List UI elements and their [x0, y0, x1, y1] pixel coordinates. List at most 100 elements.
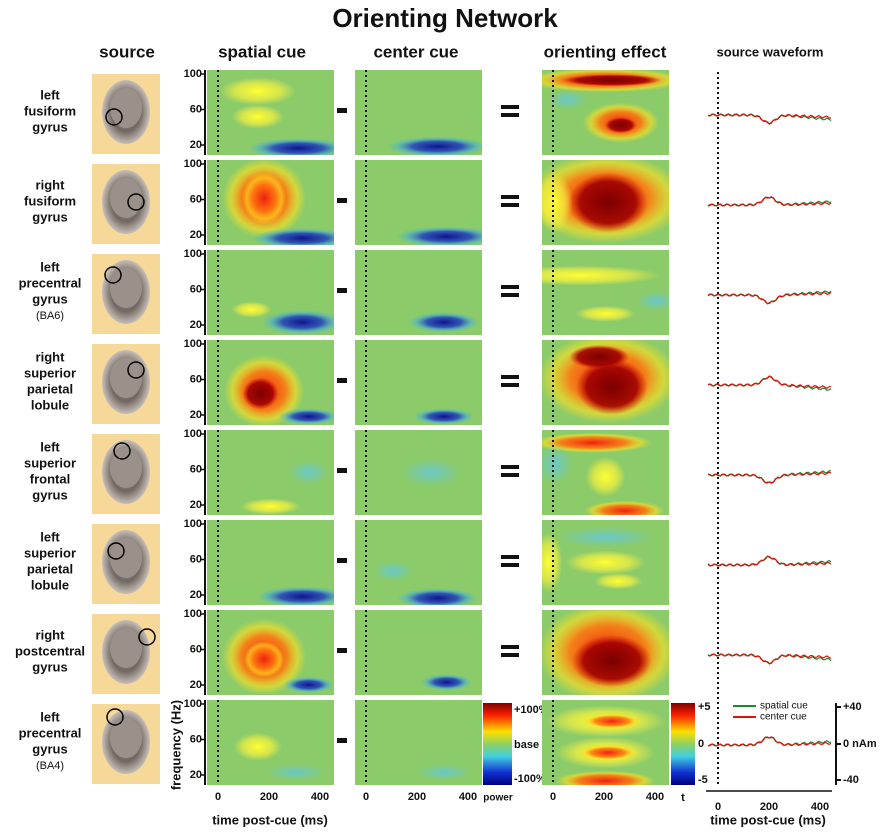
heatmap	[207, 250, 342, 335]
equals-sign	[501, 563, 519, 567]
waveform	[708, 471, 831, 484]
equals-sign	[501, 645, 519, 649]
x-tick-label: 400	[811, 801, 829, 813]
heat-blob	[401, 459, 461, 487]
region-label: superior	[24, 455, 76, 470]
heat-blob	[568, 173, 648, 233]
y-tick-label: 20	[190, 409, 202, 421]
heat-blob	[262, 310, 342, 334]
figure: Orienting Network source spatial cue cen…	[0, 0, 891, 830]
colorbar-title: power	[483, 793, 513, 804]
waveform	[708, 376, 831, 390]
heat-blob	[636, 291, 676, 311]
equals-sign	[501, 293, 519, 297]
region-label: right	[36, 349, 66, 364]
heat-blob	[572, 635, 652, 687]
y-tick-label: 60	[190, 283, 202, 295]
legend-label: spatial cue	[760, 701, 808, 712]
brain-inner	[110, 628, 142, 668]
heatmap	[355, 430, 482, 515]
heatmap	[526, 153, 686, 245]
heatmap	[207, 700, 334, 785]
heatmap	[542, 700, 669, 791]
heatmap	[538, 333, 678, 425]
minus-sign	[337, 648, 347, 653]
heat-blob	[537, 444, 573, 484]
equals-sign	[501, 653, 519, 657]
region-label: left	[40, 529, 60, 544]
region-label: gyrus	[32, 209, 67, 224]
waveform-tick-label: +40	[843, 701, 862, 713]
x-tick-label: 200	[408, 791, 426, 803]
heat-blob	[582, 713, 642, 729]
heatmap	[355, 160, 496, 247]
heat-blob	[556, 527, 656, 547]
equals-sign	[501, 285, 519, 289]
minus-sign	[337, 378, 347, 383]
brain-inner	[110, 88, 142, 128]
title: Orienting Network	[332, 3, 558, 33]
heat-blob	[252, 228, 352, 248]
heat-blob	[398, 588, 478, 608]
region-label: gyrus	[32, 119, 67, 134]
x-tick-label: 200	[760, 801, 778, 813]
region-label: left	[40, 87, 60, 102]
waveform-tick-label: 0 nAm	[843, 738, 877, 750]
equals-sign	[501, 555, 519, 559]
heat-blob	[409, 312, 479, 332]
column-header: orienting effect	[544, 42, 667, 61]
region-label: gyrus	[32, 291, 67, 306]
heat-blob	[234, 733, 282, 761]
heat-blob	[373, 561, 413, 581]
heat-blob	[500, 266, 660, 286]
y-tick-label: 100	[184, 248, 202, 260]
colorbar-label: +5	[698, 701, 711, 713]
equals-sign	[501, 195, 519, 199]
column-header: source	[99, 42, 155, 61]
column-header: center cue	[373, 42, 458, 61]
heatmap	[207, 70, 348, 158]
waveform	[708, 556, 831, 566]
equals-sign	[501, 105, 519, 109]
heat-blob	[576, 306, 636, 322]
waveform-center	[708, 376, 831, 388]
region-label: gyrus	[32, 487, 67, 502]
heatmap	[355, 340, 482, 425]
heat-blob	[605, 117, 637, 133]
region-note: (BA6)	[36, 310, 64, 322]
heat-blob	[578, 745, 638, 761]
x-tick-label: 0	[550, 791, 556, 803]
minus-sign	[337, 468, 347, 473]
heatmap	[207, 430, 334, 515]
y-tick-label: 60	[190, 463, 202, 475]
y-tick-label: 100	[184, 428, 202, 440]
y-tick-label: 60	[190, 373, 202, 385]
heatmap	[207, 340, 339, 427]
region-label: superior	[24, 365, 76, 380]
heat-blob	[396, 227, 496, 247]
heatmap	[207, 610, 334, 695]
waveform-center	[708, 654, 831, 664]
waveform-center	[708, 737, 831, 746]
waveform-tick-label: -40	[843, 774, 859, 786]
brain-inner	[110, 178, 142, 218]
region-label: parietal	[27, 561, 73, 576]
brain-inner	[110, 268, 142, 308]
heat-blob	[220, 77, 296, 105]
heat-blob	[421, 674, 471, 690]
equals-sign	[501, 465, 519, 469]
x-tick-label: 400	[311, 791, 329, 803]
waveform	[708, 291, 831, 304]
x-tick-label: 0	[363, 791, 369, 803]
x-tick-label: 200	[595, 791, 613, 803]
y-tick-label: 20	[190, 589, 202, 601]
waveform	[708, 737, 831, 746]
y-tick-label: 100	[184, 158, 202, 170]
heatmap	[355, 70, 488, 157]
heatmap	[526, 68, 686, 155]
heat-blob	[416, 764, 472, 780]
heatmap	[538, 603, 678, 703]
heat-blob	[562, 74, 662, 86]
region-label: frontal	[30, 471, 70, 486]
heat-blob	[257, 587, 347, 607]
